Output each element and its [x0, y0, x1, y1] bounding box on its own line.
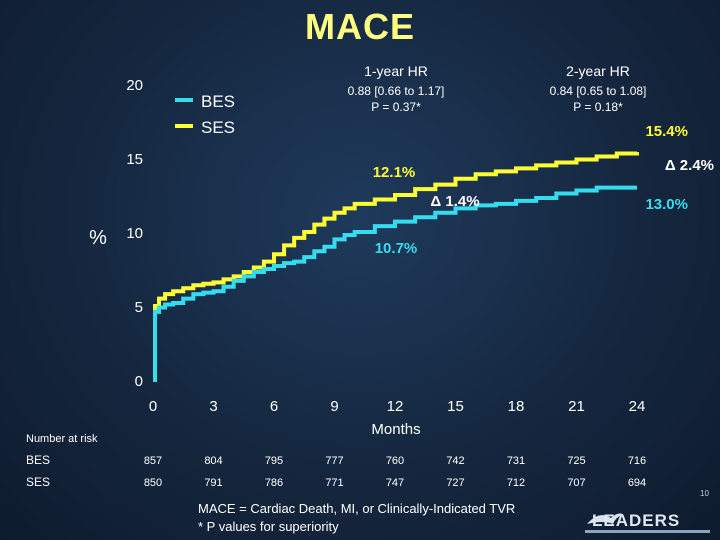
chart-labels: 1-year HR 0.88 [0.66 to 1.17] P = 0.37* 2-y… — [348, 63, 714, 257]
risk-value: 694 — [628, 477, 646, 489]
hr-1year-ci: 0.88 [0.66 to 1.17] — [348, 84, 445, 98]
risk-value: 727 — [446, 477, 464, 489]
number-at-risk-label: Number at risk — [26, 433, 98, 445]
x-tick-label: 18 — [508, 398, 525, 415]
logo-underline — [585, 530, 710, 533]
risk-value: 857 — [144, 455, 162, 467]
risk-value: 725 — [567, 455, 585, 467]
y-tick-label: 10 — [126, 225, 143, 242]
number-at-risk-table: Number at risk BES 857 804 795 777 760 742 731 72… — [26, 433, 646, 489]
chart-legend: BES SES — [175, 92, 235, 137]
x-tick-label: 15 — [447, 398, 464, 415]
risk-value: 786 — [265, 477, 283, 489]
y-tick-label: 0 — [135, 373, 143, 390]
risk-row-label: BES — [26, 453, 50, 467]
annotation-label: Δ 1.4% — [430, 193, 479, 210]
slide-title: MACE — [305, 6, 415, 47]
x-tick-label: 12 — [387, 398, 404, 415]
hr-1year-p-value: P = 0.37* — [371, 100, 421, 114]
risk-value: 760 — [386, 455, 404, 467]
x-tick-label: 9 — [330, 398, 338, 415]
chart-axes: 0 5 10 15 20 0 3 6 9 12 15 18 21 24 Months% — [89, 77, 645, 438]
annotation-label: 13.0% — [645, 196, 688, 213]
x-axis-label: Months — [371, 421, 420, 438]
slide-number: 10 — [700, 489, 709, 498]
legend-label-ses: SES — [201, 118, 235, 137]
annotation-label: 12.1% — [373, 164, 416, 181]
risk-value: 850 — [144, 477, 162, 489]
risk-value: 731 — [507, 455, 525, 467]
hr-2year-ci: 0.84 [0.65 to 1.08] — [550, 84, 647, 98]
risk-value: 795 — [265, 455, 283, 467]
risk-row-label: SES — [26, 475, 50, 489]
risk-value: 747 — [386, 477, 404, 489]
footnote-p-values: * P values for superiority — [198, 519, 339, 534]
x-tick-label: 24 — [629, 398, 646, 415]
series-line-ses — [153, 151, 639, 382]
annotation-label: 15.4% — [645, 123, 688, 140]
x-tick-label: 3 — [209, 398, 217, 415]
risk-value: 712 — [507, 477, 525, 489]
risk-value: 804 — [204, 455, 222, 467]
risk-value: 771 — [325, 477, 343, 489]
risk-value: 742 — [446, 455, 464, 467]
y-axis-label: % — [89, 227, 107, 249]
leaders-logo-text: LEADERS — [592, 511, 681, 530]
leaders-logo — [585, 506, 710, 534]
risk-value: 777 — [325, 455, 343, 467]
y-tick-label: 15 — [126, 151, 143, 168]
x-tick-label: 6 — [270, 398, 278, 415]
risk-value: 716 — [628, 455, 646, 467]
legend-label-bes: BES — [201, 92, 235, 111]
hr-2year-p-value: P = 0.18* — [573, 100, 623, 114]
footnote-mace-definition: MACE = Cardiac Death, MI, or Clinically-… — [198, 501, 516, 516]
bird-icon — [587, 513, 623, 524]
annotation-label: 10.7% — [375, 240, 418, 257]
risk-value: 791 — [204, 477, 222, 489]
x-tick-label: 21 — [568, 398, 585, 415]
x-tick-label: 0 — [149, 398, 157, 415]
chart-curves — [153, 151, 639, 382]
annotation-label: Δ 2.4% — [665, 157, 714, 174]
y-tick-label: 20 — [126, 77, 143, 94]
risk-value: 707 — [567, 477, 585, 489]
y-tick-label: 5 — [135, 299, 143, 316]
hr-1year-label: 1-year HR — [364, 63, 428, 79]
series-line-bes — [153, 185, 637, 382]
hr-2year-label: 2-year HR — [566, 63, 630, 79]
